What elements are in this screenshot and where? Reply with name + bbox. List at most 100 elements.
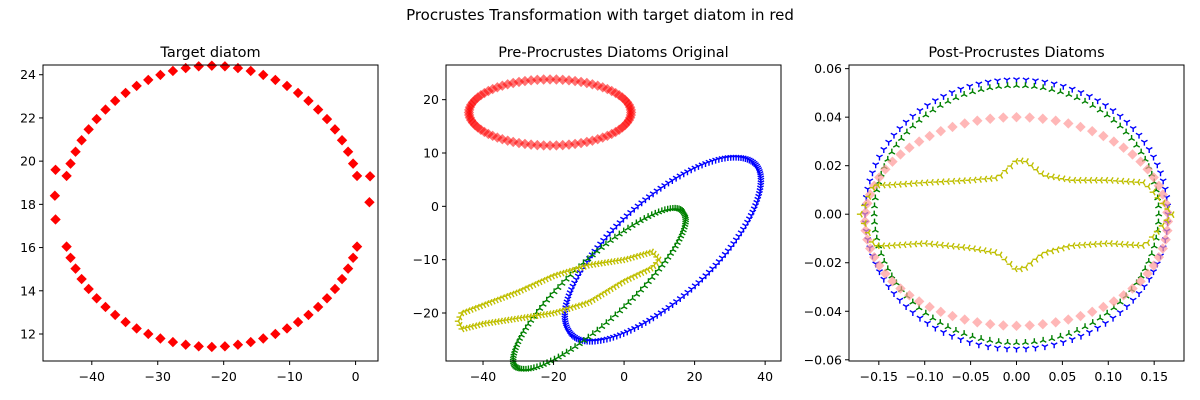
data-point	[638, 200, 646, 207]
data-point	[862, 198, 873, 209]
data-point	[232, 339, 244, 350]
data-point	[1080, 241, 1087, 249]
data-point	[929, 106, 937, 113]
data-point	[1041, 79, 1049, 86]
data-point	[1129, 297, 1137, 304]
data-point	[49, 190, 61, 201]
data-point	[619, 216, 627, 223]
data-point	[924, 102, 931, 109]
data-point	[630, 206, 638, 213]
series-2	[509, 204, 690, 372]
data-point	[1118, 142, 1129, 153]
data-point	[1004, 82, 1012, 89]
data-point	[964, 244, 971, 252]
data-point	[1110, 116, 1118, 123]
y-tick-label: −10	[413, 252, 439, 267]
axes-frame	[445, 64, 782, 362]
data-point	[936, 319, 944, 326]
data-point	[938, 178, 945, 186]
data-point	[598, 323, 606, 330]
data-point	[219, 61, 231, 72]
data-point	[1157, 189, 1168, 200]
data-point	[206, 341, 218, 353]
data-point	[1069, 242, 1076, 250]
data-point	[1028, 162, 1035, 170]
data-point	[1063, 118, 1074, 129]
data-point	[916, 240, 923, 248]
data-point	[562, 275, 570, 282]
data-point	[557, 74, 568, 86]
x-tick-label: 0	[620, 369, 628, 384]
data-point	[1056, 88, 1064, 95]
data-point	[902, 303, 910, 310]
y-tick-label: 12	[20, 326, 36, 341]
data-point	[1137, 148, 1145, 155]
data-point	[1140, 283, 1148, 290]
data-point	[1032, 255, 1039, 263]
series-0	[463, 74, 637, 151]
data-point	[933, 178, 940, 186]
data-point	[943, 242, 950, 250]
data-point	[1011, 320, 1022, 332]
data-point	[563, 139, 575, 150]
data-point	[1013, 346, 1020, 353]
data-point	[985, 113, 996, 124]
data-point	[705, 269, 713, 276]
data-point	[943, 177, 950, 185]
data-point	[895, 283, 906, 294]
data-point	[980, 247, 987, 255]
data-point	[860, 219, 867, 227]
y-tick-label: 0.02	[814, 158, 842, 173]
data-point	[676, 296, 684, 303]
data-point	[927, 240, 934, 248]
data-point	[1077, 333, 1085, 340]
data-point	[1070, 176, 1077, 184]
data-point	[1158, 222, 1165, 230]
data-point	[959, 118, 970, 129]
data-point	[1048, 173, 1055, 181]
data-point	[935, 306, 946, 318]
data-point	[1096, 106, 1104, 113]
data-point	[884, 242, 891, 250]
data-point	[627, 209, 635, 216]
data-point	[1050, 342, 1058, 349]
data-point	[1129, 125, 1137, 132]
data-point	[606, 128, 617, 140]
data-point	[1033, 166, 1040, 174]
data-point	[615, 230, 623, 237]
data-point	[871, 218, 879, 225]
data-point	[949, 177, 956, 185]
data-point	[649, 191, 657, 198]
data-point	[874, 181, 881, 189]
data-point	[281, 323, 293, 334]
data-point	[986, 336, 994, 343]
data-point	[1016, 265, 1023, 273]
data-point	[905, 240, 912, 248]
data-point	[602, 130, 613, 142]
data-point	[1091, 176, 1098, 184]
data-point	[1064, 243, 1071, 251]
data-point	[681, 212, 689, 219]
data-point	[1096, 314, 1104, 321]
data-point	[638, 321, 646, 328]
y-tick-label: 20	[423, 92, 439, 107]
data-point	[1116, 122, 1124, 129]
data-point	[897, 135, 905, 142]
series-0	[49, 60, 376, 353]
data-point	[620, 303, 628, 310]
data-point	[892, 141, 900, 148]
data-point	[597, 132, 608, 143]
data-point	[871, 226, 879, 233]
data-point	[1039, 84, 1047, 91]
data-point	[1160, 234, 1171, 245]
data-point	[61, 170, 72, 182]
data-point	[631, 325, 639, 332]
data-point	[1112, 177, 1119, 185]
data-point	[1159, 178, 1167, 185]
data-point	[1022, 158, 1029, 165]
data-point	[1162, 207, 1173, 218]
data-point	[1058, 244, 1065, 252]
data-point	[525, 139, 537, 150]
data-point	[1080, 176, 1087, 184]
data-point	[232, 62, 244, 74]
